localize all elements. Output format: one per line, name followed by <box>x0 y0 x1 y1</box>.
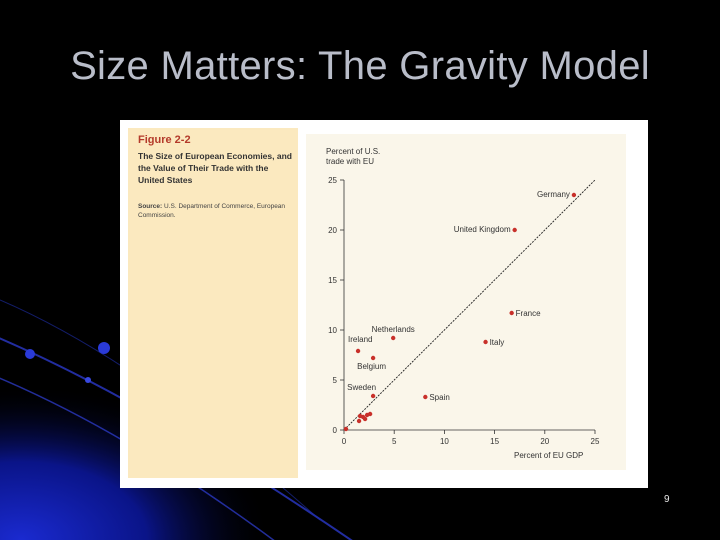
point-unlabeled <box>357 413 363 419</box>
x-tick-label: 10 <box>440 437 449 446</box>
chart-ticks: 0 5 10 15 20 25 0 5 10 15 20 25 <box>328 176 600 446</box>
x-tick-label: 0 <box>342 437 347 446</box>
point-unlabeled <box>362 416 368 422</box>
y-tick-label: 15 <box>328 276 337 285</box>
point-united-kingdom <box>512 227 517 233</box>
figure-source: Source: U.S. Department of Commerce, Eur… <box>138 202 296 220</box>
y-tick-label: 10 <box>328 326 337 335</box>
chart-point-labels: Germany United Kingdom France Italy Netherla… <box>347 190 570 402</box>
figure-title: The Size of European Economies, and the … <box>138 151 292 185</box>
chart-points <box>343 192 577 432</box>
y-tick-label: 20 <box>328 226 337 235</box>
x-tick-label: 25 <box>591 437 600 446</box>
y-axis-label-line-2: trade with EU <box>326 157 374 166</box>
point-unlabeled <box>343 426 349 432</box>
point-italy <box>483 339 488 345</box>
figure-caption-panel: Figure 2-2 The Size of European Economie… <box>128 128 298 478</box>
figure-number: Figure 2-2 <box>138 134 191 146</box>
point-label-france: France <box>516 309 541 318</box>
figure-source-label: Source: <box>138 203 163 210</box>
x-axis-label: Percent of EU GDP <box>514 451 583 460</box>
y-tick-label: 5 <box>333 376 338 385</box>
point-ireland <box>355 348 361 354</box>
point-netherlands <box>390 335 396 341</box>
figure-source-text: U.S. Department of Commerce, European Co… <box>138 203 286 219</box>
point-label-spain: Spain <box>429 393 449 402</box>
point-label-sweden: Sweden <box>347 383 376 392</box>
slide-title: Size Matters: The Gravity Model <box>70 44 650 88</box>
y-tick-label: 0 <box>333 426 338 435</box>
point-unlabeled <box>356 418 362 424</box>
chart-reference-line <box>343 179 596 431</box>
page-number: 9 <box>664 494 670 505</box>
point-label-belgium: Belgium <box>357 362 386 371</box>
point-france <box>509 310 514 316</box>
chart-axes <box>343 180 595 431</box>
point-label-ireland: Ireland <box>348 335 372 344</box>
reference-line-45deg <box>343 179 596 431</box>
point-label-germany: Germany <box>537 190 570 199</box>
point-unlabeled <box>367 411 373 417</box>
point-germany <box>571 192 577 198</box>
point-spain <box>423 394 428 400</box>
x-tick-label: 20 <box>540 437 549 446</box>
point-belgium <box>370 355 376 361</box>
y-axis-label-line-1: Percent of U.S. <box>326 147 380 156</box>
y-tick-label: 25 <box>328 176 337 185</box>
point-label-italy: Italy <box>490 338 505 347</box>
point-label-united-kingdom: United Kingdom <box>454 225 511 234</box>
point-label-netherlands: Netherlands <box>372 325 415 334</box>
x-tick-label: 15 <box>490 437 499 446</box>
point-sweden <box>370 393 376 399</box>
x-tick-label: 5 <box>392 437 397 446</box>
gravity-scatter-chart: 0 5 10 15 20 25 0 5 10 15 20 25 Germany United Kingd… <box>326 147 600 460</box>
